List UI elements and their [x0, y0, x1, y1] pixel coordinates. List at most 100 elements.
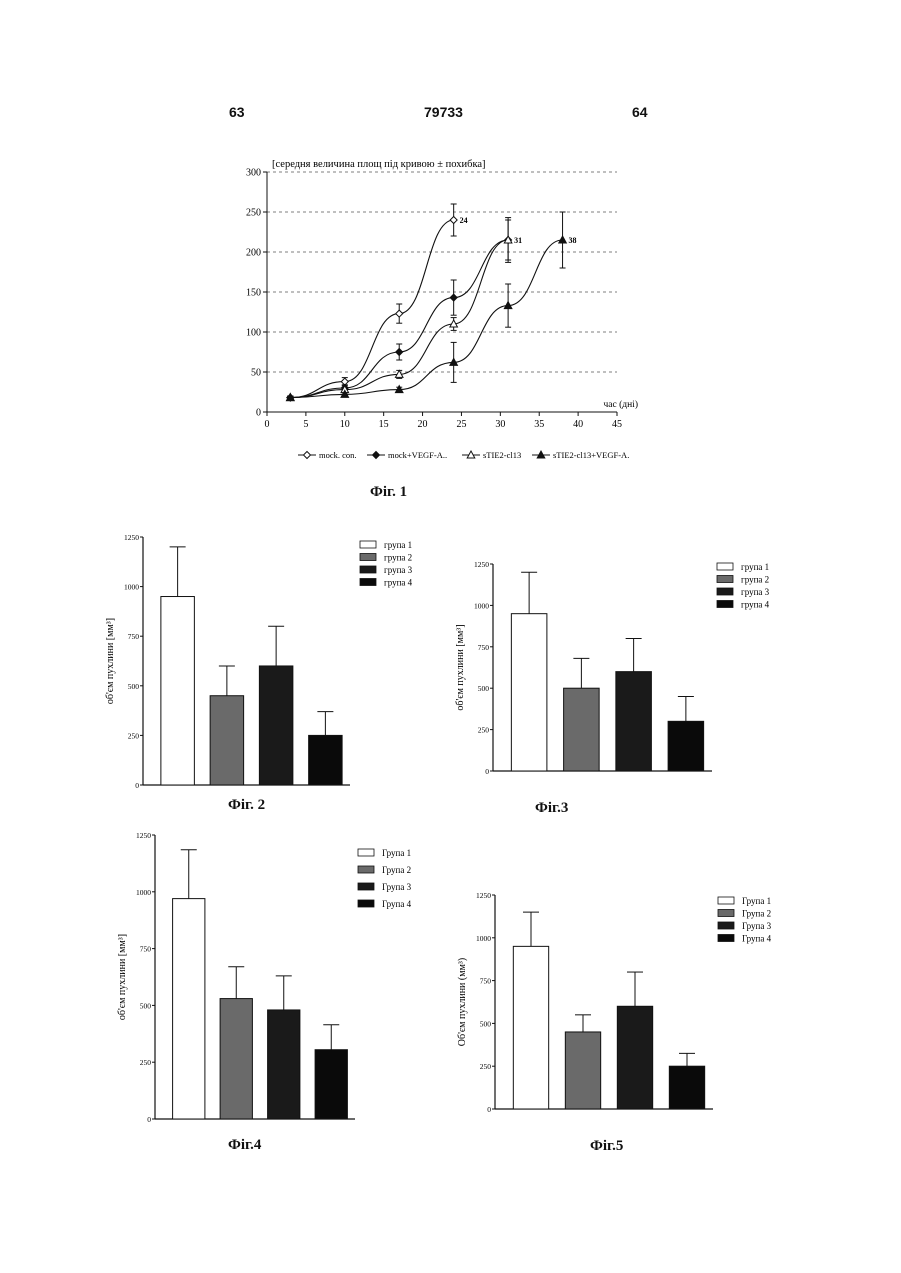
fig4-legend-label: Група 1	[382, 848, 411, 858]
fig4-caption: Фіг.4	[228, 1137, 261, 1154]
fig5-ytick-label: 0	[487, 1105, 491, 1114]
fig2-legend-label: група 4	[384, 578, 413, 588]
fig2-ylabel: об'єм пухлини [мм³]	[105, 618, 116, 704]
fig1-point	[396, 310, 403, 317]
fig1-legend-label: sTIE2-cl13+VEGF-A.	[553, 450, 629, 460]
fig5-ytick-label: 1250	[476, 891, 491, 900]
fig2-bar-4	[309, 735, 342, 785]
fig3-caption: Фіг.3	[535, 800, 568, 817]
fig1-caption: Фіг. 1	[370, 484, 407, 501]
fig5-bar-3	[617, 1006, 652, 1109]
fig1-ytick-label: 50	[251, 368, 261, 379]
fig5-ytick-label: 1000	[476, 934, 491, 943]
fig3-ytick-label: 0	[485, 767, 489, 776]
fig3-bar-1	[511, 614, 547, 771]
page-number-right: 64	[632, 104, 648, 120]
fig3-bar-3	[616, 672, 652, 771]
fig3-ylabel: об'єм пухлини [мм³]	[455, 624, 466, 710]
fig5-bar-4	[669, 1066, 704, 1109]
fig3-legend-swatch	[717, 576, 733, 583]
fig1-series-line	[290, 240, 562, 398]
fig4-legend-swatch	[358, 883, 374, 890]
fig2-ytick-label: 750	[128, 632, 140, 641]
fig1-xtick-label: 0	[265, 419, 270, 430]
fig1-xtick-label: 5	[303, 419, 308, 430]
fig1-ytick-label: 0	[256, 408, 261, 419]
fig4-ytick-label: 0	[147, 1115, 151, 1124]
fig4-bar-1	[173, 899, 205, 1119]
fig1-ytick-label: 300	[246, 168, 261, 179]
fig1-ytick-label: 150	[246, 288, 261, 299]
fig1-xtick-label: 20	[418, 419, 428, 430]
fig1-series-line	[290, 220, 453, 398]
fig2-bar-2	[210, 696, 243, 785]
fig1-title: [середня величина площ під кривою ± похи…	[272, 159, 486, 170]
fig3-bar-2	[564, 688, 600, 771]
fig2-legend-label: група 2	[384, 553, 412, 563]
fig2-legend-swatch	[360, 554, 376, 561]
fig1-series-3: 31	[287, 218, 523, 401]
fig4-legend-swatch	[358, 900, 374, 907]
fig3-bar-chart: 025050075010001250об'єм пухлини [мм³]гру…	[450, 555, 790, 780]
fig2-bar-1	[161, 597, 194, 785]
fig4-legend-label: Група 4	[382, 899, 412, 909]
fig1-point	[373, 452, 380, 459]
fig4-ytick-label: 250	[140, 1058, 152, 1067]
fig5-ylabel: Об'єм пухлини (мм³)	[457, 958, 468, 1046]
fig1-point	[450, 217, 457, 224]
fig1-xtick-label: 25	[456, 419, 466, 430]
fig3-legend-swatch	[717, 601, 733, 608]
fig2-caption: Фіг. 2	[228, 797, 265, 814]
page-number-left: 63	[229, 104, 245, 120]
fig5-bar-2	[565, 1032, 600, 1109]
fig1-end-label: 31	[514, 236, 522, 245]
fig2-bar-chart: 0 250 500 750 1000 1250 об'єм пухлини [мм³] гру…	[105, 530, 440, 800]
fig1-legend-label: sTIE2-cl13	[483, 450, 521, 460]
fig2-legend-swatch	[360, 541, 376, 548]
fig2-ytick-label: 500	[128, 682, 140, 691]
fig4-ytick-label: 1000	[136, 888, 151, 897]
fig3-legend-swatch	[717, 588, 733, 595]
fig1-point	[396, 349, 403, 356]
fig1-xtick-label: 35	[534, 419, 544, 430]
fig1-line-chart: [середня величина площ під кривою ± похи…	[220, 150, 680, 480]
fig1-ytick-label: 250	[246, 208, 261, 219]
fig5-legend-label: Група 3	[742, 921, 772, 931]
fig5-legend-swatch	[718, 897, 734, 904]
fig1-xtick-label: 15	[379, 419, 389, 430]
patent-number: 79733	[424, 104, 463, 120]
fig3-ytick-label: 1250	[474, 560, 489, 569]
fig1-ytick-label: 200	[246, 248, 261, 259]
fig2-legend-swatch	[360, 579, 376, 586]
fig5-legend-swatch	[718, 910, 734, 917]
fig2-ytick-label: 0	[135, 781, 139, 790]
fig4-legend-label: Група 2	[382, 865, 411, 875]
fig3-ytick-label: 1000	[474, 601, 489, 610]
fig4-bar-2	[220, 999, 252, 1119]
fig4-bar-4	[315, 1050, 347, 1119]
fig1-point	[304, 452, 311, 459]
fig3-legend-label: група 2	[741, 575, 769, 585]
fig3-ytick-label: 750	[478, 643, 490, 652]
fig1-end-label: 24	[460, 216, 468, 225]
fig2-ytick-label: 1250	[124, 533, 139, 542]
fig2-legend-label: група 3	[384, 565, 413, 575]
fig4-ytick-label: 500	[140, 1001, 152, 1010]
fig2-ytick-label: 1000	[124, 583, 139, 592]
fig1-end-label: 38	[569, 236, 577, 245]
fig3-legend-label: група 3	[741, 587, 770, 597]
fig1-ytick-label: 100	[246, 328, 261, 339]
fig3-legend-label: група 4	[741, 600, 770, 610]
fig1-point	[450, 294, 457, 301]
fig1-xtick-label: 45	[612, 419, 622, 430]
fig3-ytick-label: 500	[478, 684, 490, 693]
fig3-legend-label: група 1	[741, 562, 769, 572]
fig2-ytick-label: 250	[128, 731, 140, 740]
fig3-legend-swatch	[717, 563, 733, 570]
fig2-legend-swatch	[360, 566, 376, 573]
fig5-legend-swatch	[718, 935, 734, 942]
fig4-ylabel: об'єм пухлини [мм³]	[117, 934, 128, 1020]
fig5-legend-swatch	[718, 922, 734, 929]
fig4-legend-label: Група 3	[382, 882, 412, 892]
fig1-xtick-label: 40	[573, 419, 583, 430]
